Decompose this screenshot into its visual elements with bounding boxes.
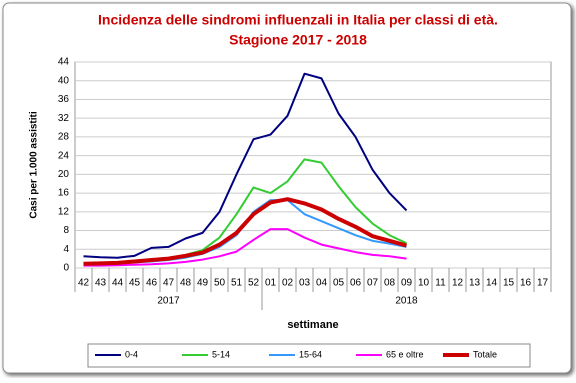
x-tick-label: 51 [231,278,243,289]
x-tick-label: 44 [112,278,124,289]
chart-subtitle: Stagione 2017 - 2018 [229,32,367,48]
x-group-label: 2017 [157,296,180,307]
x-tick-label: 49 [197,278,209,289]
x-tick-label: 03 [299,278,311,289]
x-tick-label: 50 [214,278,226,289]
legend [87,343,531,368]
y-tick-label: 36 [58,94,70,105]
x-tick-label: 04 [316,278,328,289]
y-tick-label: 4 [63,244,69,255]
x-tick-label: 11 [435,278,446,289]
legend-label: 5-14 [212,349,230,359]
x-tick-label: 13 [469,278,481,289]
x-tick-label: 06 [350,278,362,289]
x-tick-label: 12 [452,278,464,289]
y-tick-label: 20 [58,169,70,180]
x-tick-label: 07 [367,278,379,289]
legend-label: 65 e oltre [386,349,424,359]
x-tick-label: 15 [503,278,515,289]
y-tick-label: 24 [58,150,70,161]
y-tick-label: 0 [63,263,69,274]
x-tick-label: 10 [418,278,430,289]
x-tick-label: 52 [248,278,260,289]
legend-label: 15-64 [299,349,322,359]
y-tick-label: 8 [63,225,69,236]
x-tick-label: 01 [265,278,277,289]
chart-title: Incidenza delle sindromi influenzali in … [98,12,498,28]
x-tick-label: 05 [333,278,345,289]
x-tick-label: 14 [486,278,498,289]
line-series [83,228,407,267]
y-axis-label: Casi per 1.000 assistiti [29,111,40,219]
x-tick-label: 02 [282,278,294,289]
x-tick-label: 16 [520,278,532,289]
y-tick-label: 32 [58,113,70,124]
x-tick-label: 42 [78,278,90,289]
x-tick-label: 08 [384,278,396,289]
legend-label: Totale [473,349,497,359]
y-tick-label: 40 [58,75,70,86]
y-tick-label: 28 [58,132,70,143]
y-tick-label: 16 [58,188,70,199]
x-tick-label: 43 [95,278,107,289]
x-tick-label: 09 [401,278,413,289]
x-tick-label: 48 [180,278,192,289]
x-tick-label: 47 [163,278,175,289]
x-axis-label: settimane [287,319,338,331]
plot-area [74,61,552,269]
legend-label: 0-4 [125,349,138,359]
x-tick-label: 17 [537,278,549,289]
y-tick-label: 12 [58,206,70,217]
line-series [83,197,408,266]
x-tick-label: 45 [129,278,141,289]
y-tick-label: 44 [58,57,70,68]
line-series [83,72,408,259]
x-group-label: 2018 [395,296,418,307]
x-tick-label: 46 [146,278,158,289]
